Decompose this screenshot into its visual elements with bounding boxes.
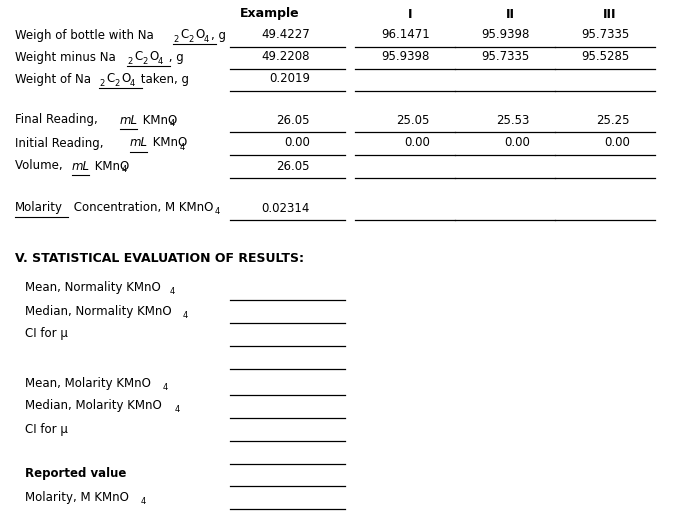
Text: 4: 4 bbox=[130, 78, 135, 88]
Text: II: II bbox=[506, 8, 515, 21]
Text: CI for μ: CI for μ bbox=[25, 327, 68, 341]
Text: 0.00: 0.00 bbox=[604, 136, 630, 149]
Text: 96.1471: 96.1471 bbox=[381, 29, 430, 42]
Text: 2: 2 bbox=[127, 56, 132, 66]
Text: , g: , g bbox=[211, 29, 226, 42]
Text: KMnO: KMnO bbox=[139, 113, 178, 127]
Text: 4: 4 bbox=[141, 497, 146, 505]
Text: 4: 4 bbox=[163, 383, 168, 391]
Text: O: O bbox=[195, 29, 205, 42]
Text: 49.4227: 49.4227 bbox=[261, 29, 310, 42]
Text: mL: mL bbox=[130, 136, 148, 149]
Text: 0.2019: 0.2019 bbox=[269, 72, 310, 86]
Text: V. STATISTICAL EVALUATION OF RESULTS:: V. STATISTICAL EVALUATION OF RESULTS: bbox=[15, 251, 304, 265]
Text: 95.9398: 95.9398 bbox=[482, 29, 530, 42]
Text: 25.25: 25.25 bbox=[596, 113, 630, 127]
Text: 4: 4 bbox=[215, 207, 220, 216]
Text: 25.53: 25.53 bbox=[497, 113, 530, 127]
Text: 2: 2 bbox=[188, 34, 193, 44]
Text: Median, Molarity KMnO: Median, Molarity KMnO bbox=[25, 400, 162, 412]
Text: Weight of Na: Weight of Na bbox=[15, 72, 91, 86]
Text: 95.7335: 95.7335 bbox=[482, 50, 530, 64]
Text: Volume,: Volume, bbox=[15, 160, 66, 172]
Text: Concentration, M KMnO: Concentration, M KMnO bbox=[70, 202, 214, 214]
Text: Mean, Molarity KMnO: Mean, Molarity KMnO bbox=[25, 377, 151, 389]
Text: Molarity: Molarity bbox=[15, 202, 63, 214]
Text: III: III bbox=[603, 8, 617, 21]
Text: 4: 4 bbox=[180, 143, 185, 151]
Text: C: C bbox=[134, 50, 142, 64]
Text: taken, g: taken, g bbox=[137, 72, 189, 86]
Text: Median, Normality KMnO: Median, Normality KMnO bbox=[25, 305, 171, 318]
Text: I: I bbox=[408, 8, 413, 21]
Text: 4: 4 bbox=[183, 310, 188, 320]
Text: CI for μ: CI for μ bbox=[25, 423, 68, 436]
Text: 95.7335: 95.7335 bbox=[582, 29, 630, 42]
Text: 95.5285: 95.5285 bbox=[582, 50, 630, 64]
Text: 26.05: 26.05 bbox=[276, 113, 310, 127]
Text: Weight minus Na: Weight minus Na bbox=[15, 50, 116, 64]
Text: 4: 4 bbox=[158, 56, 163, 66]
Text: 95.9398: 95.9398 bbox=[381, 50, 430, 64]
Text: 25.05: 25.05 bbox=[397, 113, 430, 127]
Text: Molarity, M KMnO: Molarity, M KMnO bbox=[25, 490, 129, 503]
Text: 2: 2 bbox=[99, 78, 104, 88]
Text: Weigh of bottle with Na: Weigh of bottle with Na bbox=[15, 29, 154, 42]
Text: 0.00: 0.00 bbox=[284, 136, 310, 149]
Text: 4: 4 bbox=[170, 120, 176, 128]
Text: Example: Example bbox=[240, 8, 300, 21]
Text: 49.2208: 49.2208 bbox=[261, 50, 310, 64]
Text: O: O bbox=[121, 72, 130, 86]
Text: 4: 4 bbox=[175, 405, 180, 415]
Text: C: C bbox=[106, 72, 114, 86]
Text: KMnO: KMnO bbox=[91, 160, 129, 172]
Text: 0.00: 0.00 bbox=[404, 136, 430, 149]
Text: 4: 4 bbox=[204, 34, 209, 44]
Text: C: C bbox=[180, 29, 188, 42]
Text: 2: 2 bbox=[142, 56, 147, 66]
Text: 4: 4 bbox=[170, 287, 176, 297]
Text: 0.00: 0.00 bbox=[504, 136, 530, 149]
Text: Initial Reading,: Initial Reading, bbox=[15, 136, 107, 149]
Text: Reported value: Reported value bbox=[25, 467, 126, 481]
Text: 2: 2 bbox=[114, 78, 120, 88]
Text: 4: 4 bbox=[122, 166, 127, 174]
Text: Final Reading,: Final Reading, bbox=[15, 113, 102, 127]
Text: mL: mL bbox=[120, 113, 138, 127]
Text: , g: , g bbox=[165, 50, 184, 64]
Text: 2: 2 bbox=[173, 34, 178, 44]
Text: Mean, Normality KMnO: Mean, Normality KMnO bbox=[25, 282, 161, 294]
Text: 26.05: 26.05 bbox=[276, 160, 310, 172]
Text: 0.02314: 0.02314 bbox=[262, 202, 310, 214]
Text: mL: mL bbox=[72, 160, 90, 172]
Text: KMnO: KMnO bbox=[149, 136, 187, 149]
Text: O: O bbox=[149, 50, 158, 64]
